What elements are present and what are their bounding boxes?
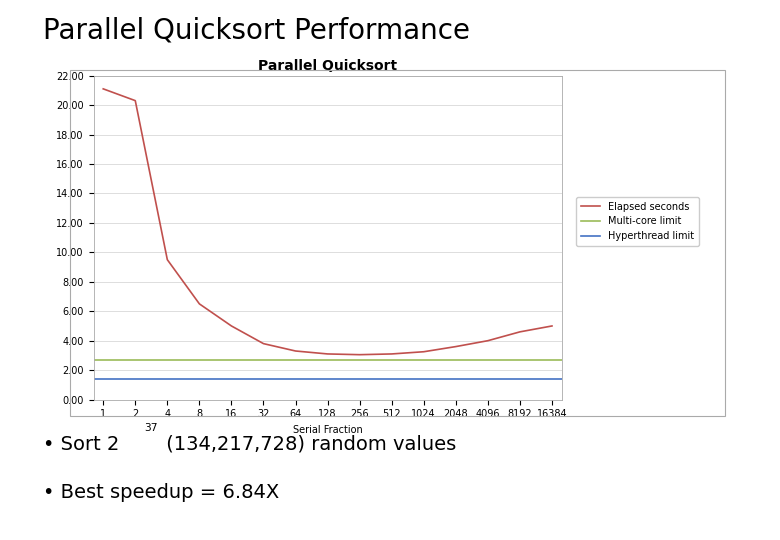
Elapsed seconds — [291, 348, 300, 354]
Legend: Elapsed seconds, Multi-core limit, Hyperthread limit: Elapsed seconds, Multi-core limit, Hyper… — [576, 197, 699, 246]
Elapsed seconds — [323, 350, 332, 357]
Multi-core limit — [130, 356, 140, 363]
Elapsed seconds — [227, 323, 236, 329]
Line: Elapsed seconds: Elapsed seconds — [103, 89, 552, 355]
Hyperthread limit — [130, 376, 140, 382]
Elapsed seconds — [483, 338, 492, 344]
Elapsed seconds — [163, 256, 172, 263]
Multi-core limit — [98, 356, 108, 363]
Text: 37: 37 — [144, 423, 158, 433]
X-axis label: Serial Fraction: Serial Fraction — [292, 425, 363, 435]
Text: Parallel Quicksort Performance: Parallel Quicksort Performance — [43, 16, 470, 44]
Elapsed seconds — [259, 340, 268, 347]
Elapsed seconds — [387, 350, 396, 357]
Elapsed seconds — [195, 301, 204, 307]
Elapsed seconds — [130, 97, 140, 104]
Text: (134,217,728) random values: (134,217,728) random values — [160, 435, 456, 454]
Elapsed seconds — [98, 86, 108, 92]
Elapsed seconds — [548, 323, 557, 329]
Elapsed seconds — [355, 352, 364, 358]
Title: Parallel Quicksort: Parallel Quicksort — [258, 59, 397, 73]
Elapsed seconds — [516, 329, 525, 335]
Text: • Best speedup = 6.84X: • Best speedup = 6.84X — [43, 483, 279, 502]
Hyperthread limit — [98, 376, 108, 382]
Elapsed seconds — [419, 348, 428, 355]
Elapsed seconds — [451, 343, 460, 350]
Text: • Sort 2: • Sort 2 — [43, 435, 119, 454]
